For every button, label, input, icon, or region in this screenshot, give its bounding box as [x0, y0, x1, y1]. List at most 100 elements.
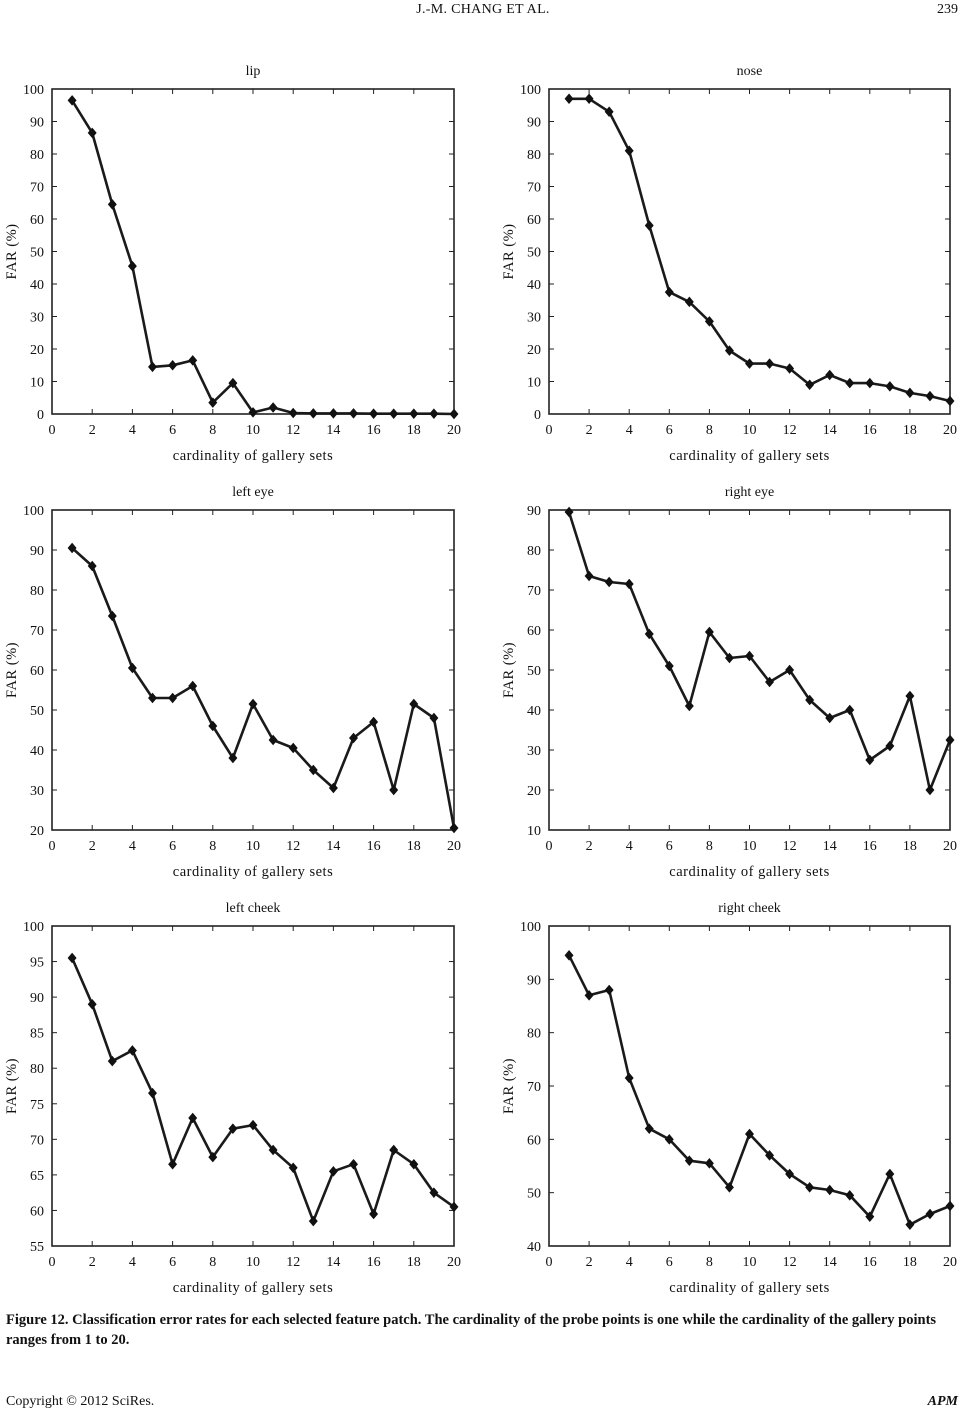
- x-tick-label: 12: [783, 1255, 797, 1270]
- data-point: [148, 692, 157, 704]
- y-tick-label: 85: [30, 1027, 44, 1042]
- chart-left-cheek: left cheek 0 2 4 6 8 10 12 14 16 18 20 55 60 65 70 75 80 8…: [4, 901, 461, 1296]
- y-tick-label: 0: [37, 408, 44, 423]
- y-tick-label: 50: [30, 704, 44, 719]
- x-tick-label: 6: [666, 1255, 673, 1270]
- x-tick-label: 14: [823, 423, 837, 438]
- data-point: [389, 1144, 399, 1156]
- y-tick-label: 30: [527, 744, 541, 759]
- x-tick-label: 14: [823, 839, 837, 854]
- x-tick-label: 8: [706, 423, 713, 438]
- y-tick-label: 20: [527, 784, 541, 799]
- data-point: [765, 676, 775, 688]
- chart-right-eye: right eye 0 2 4 6 8 10 12 14 16 18 20 10 20 30 40 50 60 70…: [501, 485, 957, 880]
- data-point: [148, 361, 157, 373]
- data-point: [684, 1155, 694, 1166]
- x-tick-label: 16: [367, 1255, 381, 1270]
- x-tick-label: 10: [246, 839, 260, 854]
- x-tick-label: 20: [943, 839, 957, 854]
- data-point: [745, 1128, 754, 1140]
- data-point: [624, 1072, 634, 1084]
- y-tick-label: 0: [534, 408, 541, 423]
- series-line: [71, 547, 456, 829]
- x-tick-label: 6: [169, 1255, 176, 1270]
- series-line: [567, 954, 951, 1227]
- x-tick-label: 8: [706, 1255, 713, 1270]
- x-tick-label: 20: [447, 1255, 461, 1270]
- data-point: [127, 662, 137, 674]
- x-tick-label: 16: [863, 1255, 877, 1270]
- y-tick-label: 100: [520, 920, 541, 935]
- data-point: [328, 1166, 338, 1177]
- chart-title: right eye: [725, 485, 774, 500]
- data-point: [308, 1215, 318, 1227]
- data-point: [127, 260, 137, 272]
- x-tick-label: 12: [286, 1255, 300, 1270]
- x-tick-label: 18: [407, 839, 421, 854]
- x-tick-label: 0: [49, 1255, 56, 1270]
- x-tick-label: 10: [743, 423, 757, 438]
- data-point: [208, 397, 218, 408]
- journal-abbrev: APM: [927, 1394, 958, 1409]
- data-point: [765, 1150, 775, 1161]
- chart-right-cheek: right cheek 0 2 4 6 8 10 12 14 16 18 20 40 50 60 70 80 90…: [501, 901, 957, 1296]
- y-tick-label: 30: [527, 311, 541, 326]
- y-tick-label: 30: [30, 784, 44, 799]
- y-tick-label: 50: [30, 246, 44, 261]
- data-point: [268, 1144, 278, 1156]
- data-point: [644, 628, 654, 640]
- y-tick-label: 70: [30, 181, 44, 196]
- data-point: [724, 652, 734, 664]
- data-point: [409, 698, 419, 710]
- data-point: [745, 650, 754, 662]
- data-point: [449, 822, 459, 834]
- chart-title: lip: [246, 64, 261, 79]
- x-tick-label: 18: [903, 839, 917, 854]
- data-point: [188, 680, 198, 692]
- data-point: [825, 369, 835, 381]
- data-point: [644, 220, 654, 231]
- data-point: [409, 1158, 419, 1170]
- data-point: [288, 407, 298, 419]
- data-point: [704, 316, 714, 327]
- data-point: [825, 712, 835, 724]
- x-tick-label: 4: [129, 1255, 136, 1270]
- x-tick-label: 20: [447, 839, 461, 854]
- x-tick-label: 18: [903, 423, 917, 438]
- x-tick-label: 8: [209, 1255, 216, 1270]
- data-point: [785, 363, 795, 374]
- y-tick-label: 30: [30, 311, 44, 326]
- x-tick-label: 2: [89, 1255, 96, 1270]
- data-point: [684, 700, 694, 712]
- series-line: [70, 99, 455, 416]
- y-tick-label: 20: [30, 824, 44, 839]
- data-point: [564, 950, 574, 961]
- data-point: [429, 408, 439, 419]
- y-tick-label: 80: [30, 1062, 44, 1077]
- data-point: [168, 692, 178, 704]
- data-point: [268, 402, 278, 413]
- data-point: [624, 145, 634, 157]
- data-point: [369, 1208, 379, 1220]
- data-point: [925, 784, 935, 796]
- data-point: [67, 952, 77, 964]
- y-tick-label: 40: [30, 278, 44, 293]
- x-tick-label: 18: [407, 423, 421, 438]
- data-point: [664, 660, 674, 672]
- data-point: [564, 506, 574, 518]
- data-point: [369, 716, 379, 728]
- data-point: [328, 408, 338, 419]
- y-tick-label: 90: [30, 116, 44, 131]
- plot-frame: [51, 925, 455, 1247]
- x-tick-label: 12: [286, 423, 300, 438]
- x-tick-label: 0: [546, 839, 553, 854]
- data-point: [845, 1190, 855, 1201]
- data-point: [168, 359, 178, 371]
- data-point: [67, 542, 77, 554]
- data-point: [288, 742, 298, 754]
- data-point: [248, 698, 258, 710]
- y-tick-label: 50: [527, 246, 541, 261]
- x-tick-label: 0: [546, 423, 553, 438]
- x-tick-label: 2: [89, 423, 96, 438]
- y-tick-label: 100: [23, 920, 44, 935]
